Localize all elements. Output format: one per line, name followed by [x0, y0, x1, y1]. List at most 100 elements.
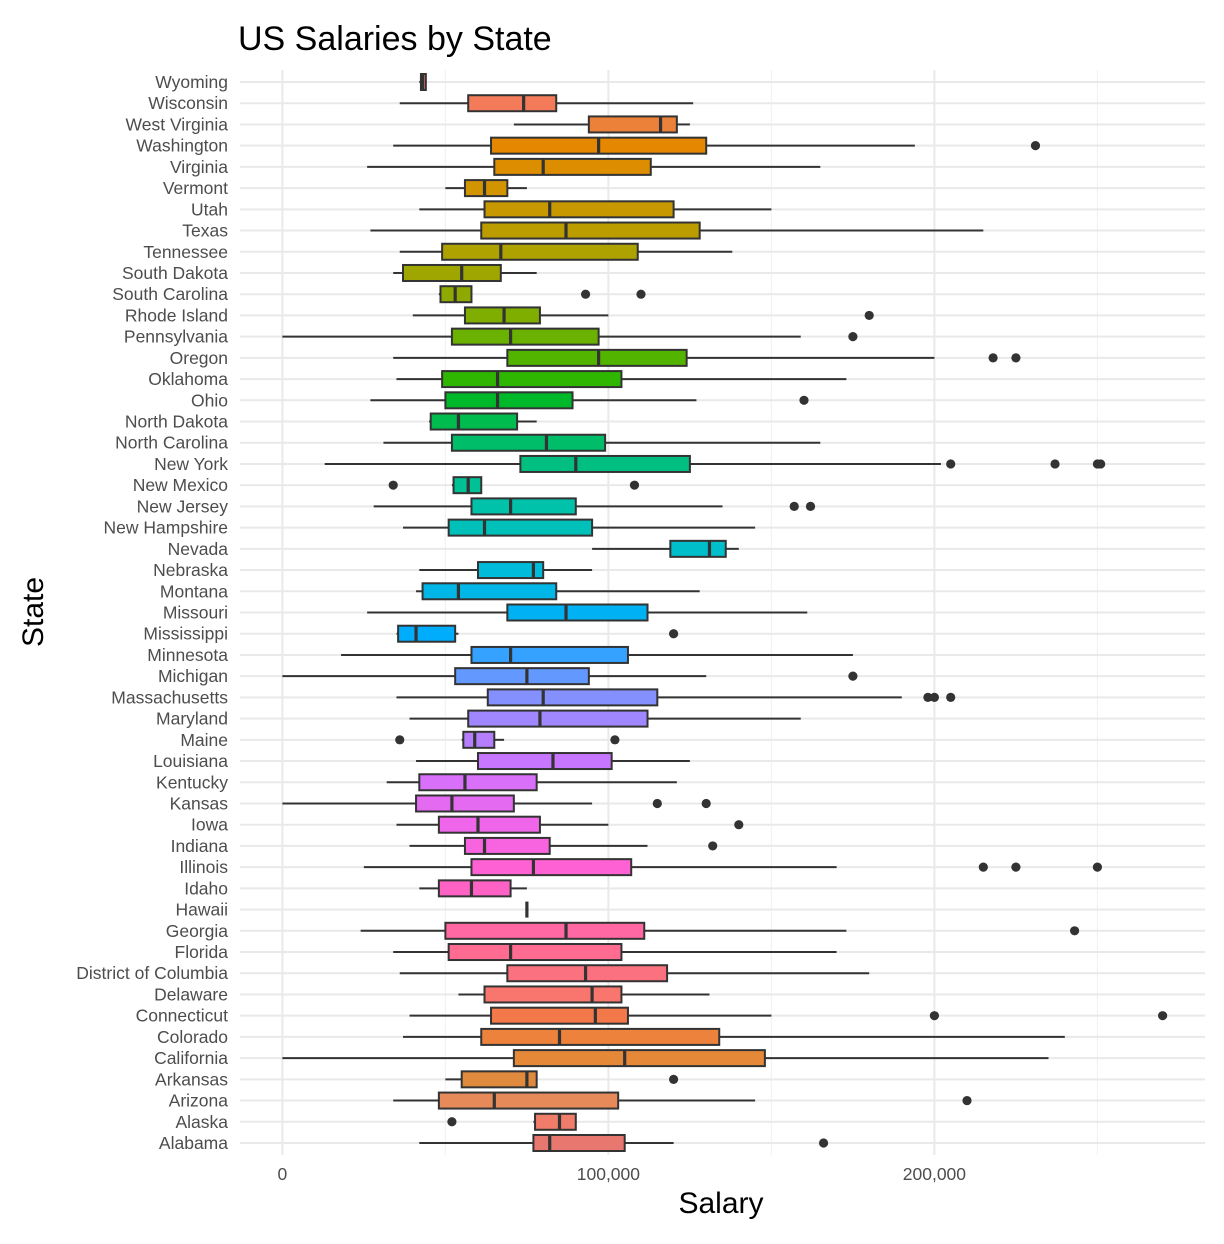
box-texas	[370, 221, 984, 240]
box-iqr	[418, 773, 538, 792]
outlier-point	[864, 310, 874, 321]
x-tick-label: 0	[278, 1164, 288, 1184]
box-iqr	[444, 921, 646, 940]
y-tick-label: Kentucky	[156, 772, 228, 792]
y-tick-label: Michigan	[158, 666, 228, 686]
y-tick-label: Virginia	[170, 157, 228, 177]
outlier-point	[629, 480, 640, 490]
box-iqr	[421, 582, 558, 601]
box-west-virginia	[513, 115, 690, 134]
y-tick-label: Minnesota	[147, 645, 228, 665]
box-arizona	[393, 1091, 972, 1110]
outlier-point	[1158, 1011, 1168, 1021]
box-ohio	[370, 391, 809, 410]
box-iqr	[437, 879, 512, 898]
outlier-point	[848, 671, 858, 681]
box-new-jersey	[373, 497, 816, 516]
box-virginia	[367, 157, 821, 176]
y-tick-label: New Jersey	[137, 496, 229, 516]
y-tick-label: Rhode Island	[125, 305, 228, 325]
y-tick-label: Nebraska	[153, 560, 228, 580]
outlier-point	[929, 1011, 940, 1021]
y-tick-label: North Carolina	[115, 433, 228, 453]
y-tick-label: Wisconsin	[148, 93, 228, 113]
y-tick-label: New Mexico	[133, 475, 228, 495]
box-florida	[393, 943, 837, 962]
outlier-point	[946, 692, 956, 702]
box-michigan	[282, 667, 858, 686]
box-iqr	[483, 200, 675, 219]
outlier-point	[447, 1117, 457, 1127]
y-tick-label: Indiana	[171, 836, 229, 856]
y-tick-label: Utah	[191, 199, 228, 219]
box-iqr	[486, 688, 659, 707]
y-tick-label: Connecticut	[136, 1006, 229, 1026]
box-wisconsin	[399, 94, 694, 113]
box-alabama	[419, 1134, 829, 1152]
y-tick-label: Massachusetts	[111, 687, 228, 707]
y-tick-label: Kansas	[170, 793, 229, 813]
box-iqr	[437, 815, 541, 834]
box-arkansas	[445, 1070, 679, 1089]
y-tick-label: Montana	[160, 581, 228, 601]
y-tick-label: Oregon	[170, 348, 228, 368]
box-iqr	[447, 518, 594, 537]
box-kansas	[282, 794, 711, 813]
outlier-point	[818, 1138, 829, 1148]
box-nevada	[592, 539, 739, 558]
outlier-point	[1011, 862, 1021, 872]
y-tick-label: Maryland	[156, 709, 228, 729]
y-tick-label: California	[154, 1048, 228, 1068]
box-new-hampshire	[403, 518, 756, 537]
y-tick-label: Georgia	[166, 921, 229, 941]
outlier-point	[636, 289, 646, 299]
y-tick-label: Colorado	[157, 1027, 228, 1047]
outlier-point	[923, 692, 933, 702]
box-iqr	[476, 752, 613, 771]
box-iqr	[532, 1134, 626, 1152]
box-district-of-columbia	[399, 964, 870, 983]
box-california	[282, 1049, 1049, 1068]
box-iqr	[480, 221, 701, 240]
outlier-point	[708, 841, 718, 851]
box-iqr	[506, 964, 669, 983]
y-tick-label: West Virginia	[126, 114, 229, 134]
box-iqr	[470, 645, 629, 664]
box-iqr	[506, 603, 649, 622]
y-tick-label: Hawaii	[175, 900, 228, 920]
y-tick-label: Tennessee	[143, 242, 228, 262]
box-minnesota	[341, 645, 853, 664]
box-iqr	[493, 157, 652, 176]
y-axis-title: State	[17, 577, 50, 647]
box-iqr	[476, 561, 545, 580]
outlier-point	[701, 798, 711, 809]
outlier-point	[946, 459, 956, 469]
box-iqr	[437, 1091, 620, 1110]
box-iqr	[441, 242, 639, 261]
y-tick-label: Texas	[182, 221, 228, 241]
y-tick-label: Alabama	[159, 1133, 228, 1153]
y-tick-label: New York	[154, 454, 228, 474]
y-tick-label: Iowa	[191, 815, 228, 835]
box-iqr	[483, 985, 623, 1004]
outlier-point	[388, 480, 398, 490]
box-iqr	[463, 306, 541, 325]
x-axis-title: Salary	[678, 1187, 763, 1220]
y-tick-label: Mississippi	[143, 624, 228, 644]
box-kentucky	[386, 773, 677, 792]
y-tick-label: Alaska	[175, 1112, 228, 1132]
y-tick-label: Pennsylvania	[124, 327, 228, 347]
y-tick-label: Florida	[175, 942, 229, 962]
outlier-point	[848, 332, 858, 342]
box-south-dakota	[393, 263, 537, 282]
outlier-point	[805, 501, 816, 511]
box-colorado	[403, 1027, 1065, 1046]
box-iqr	[447, 943, 623, 962]
box-louisiana	[416, 752, 690, 771]
y-tick-label: Vermont	[163, 178, 228, 198]
box-iqr	[463, 836, 551, 855]
outlier-point	[962, 1095, 972, 1106]
outlier-point	[610, 735, 620, 745]
box-iqr	[480, 1027, 721, 1046]
box-oregon	[393, 348, 1021, 367]
